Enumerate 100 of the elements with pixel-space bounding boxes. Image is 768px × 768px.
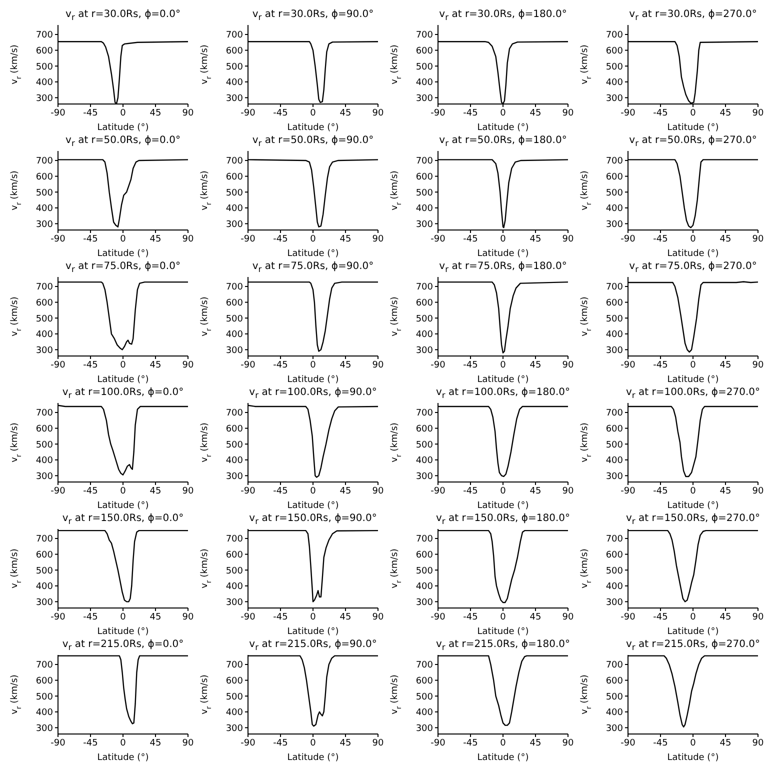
- x-tick-label: -45: [273, 360, 288, 370]
- chart-title: v$_{r}$ at r=100.0Rs, ϕ=90.0°: [248, 386, 378, 400]
- x-tick-label: -45: [463, 108, 478, 118]
- y-tick-label: 500: [226, 188, 244, 198]
- x-tick-label: -90: [240, 108, 256, 118]
- y-tick-label: 700: [416, 30, 434, 41]
- y-tick-label: 700: [606, 156, 624, 167]
- x-tick-label: 90: [372, 360, 384, 370]
- x-tick-label: -90: [430, 360, 446, 370]
- chart-title: v$_{r}$ at r=150.0Rs, ϕ=270.0°: [624, 512, 761, 526]
- y-tick-label: 400: [606, 204, 624, 214]
- x-tick-label: 90: [752, 234, 764, 244]
- x-tick-label: 45: [720, 360, 732, 370]
- x-axis-title: Latitude (°): [477, 375, 529, 385]
- x-tick-label: -45: [83, 108, 98, 118]
- y-tick-label: 700: [226, 156, 244, 167]
- x-axis-title: Latitude (°): [477, 627, 529, 637]
- y-tick-label: 700: [416, 156, 434, 167]
- x-tick-label: 0: [690, 486, 696, 496]
- y-tick-label: 500: [606, 314, 624, 324]
- line-series: [438, 281, 568, 354]
- x-tick-label: 90: [372, 738, 384, 748]
- y-tick-label: 600: [36, 46, 54, 56]
- y-tick-label: 500: [226, 62, 244, 72]
- x-tick-label: 45: [720, 738, 732, 748]
- x-tick-label: 0: [310, 738, 316, 748]
- y-tick-label: 600: [606, 298, 624, 308]
- x-tick-label: 45: [340, 486, 352, 496]
- x-tick-label: -90: [240, 234, 256, 244]
- x-tick-label: 45: [530, 108, 542, 118]
- x-tick-label: 0: [500, 738, 506, 748]
- x-tick-label: 0: [310, 108, 316, 118]
- x-tick-label: 45: [720, 108, 732, 118]
- y-tick-label: 500: [226, 692, 244, 702]
- y-tick-label: 600: [606, 172, 624, 182]
- x-axis-title: Latitude (°): [477, 123, 529, 133]
- y-tick-label: 300: [226, 346, 244, 356]
- y-tick-label: 600: [226, 172, 244, 182]
- y-tick-label: 500: [36, 314, 54, 324]
- y-tick-label: 500: [36, 62, 54, 72]
- y-tick-label: 700: [606, 660, 624, 671]
- x-tick-label: -45: [463, 360, 478, 370]
- y-tick-label: 700: [36, 282, 54, 293]
- x-tick-label: 45: [720, 234, 732, 244]
- x-tick-label: 0: [310, 612, 316, 622]
- x-tick-label: 0: [120, 738, 126, 748]
- y-tick-label: 600: [226, 46, 244, 56]
- x-tick-label: -90: [620, 738, 636, 748]
- x-axis-title: Latitude (°): [97, 501, 149, 511]
- y-tick-label: 600: [226, 550, 244, 560]
- y-tick-label: 300: [606, 220, 624, 230]
- chart-title: v$_{r}$ at r=30.0Rs, ϕ=270.0°: [628, 8, 758, 22]
- x-tick-label: -90: [50, 738, 66, 748]
- chart-title: v$_{r}$ at r=100.0Rs, ϕ=180.0°: [434, 386, 571, 400]
- x-tick-label: 90: [562, 108, 574, 118]
- x-tick-label: 90: [182, 108, 194, 118]
- line-series: [628, 281, 758, 353]
- y-tick-label: 600: [606, 46, 624, 56]
- x-tick-label: 90: [182, 360, 194, 370]
- y-tick-label: 500: [36, 692, 54, 702]
- x-tick-label: -90: [620, 234, 636, 244]
- chart-title: v$_{r}$ at r=215.0Rs, ϕ=180.0°: [434, 638, 571, 652]
- x-tick-label: -45: [653, 738, 668, 748]
- x-tick-label: -90: [620, 612, 636, 622]
- y-tick-label: 600: [606, 550, 624, 560]
- y-tick-label: 500: [416, 188, 434, 198]
- x-tick-label: -45: [273, 486, 288, 496]
- x-tick-label: -90: [50, 108, 66, 118]
- y-tick-label: 300: [226, 598, 244, 608]
- y-tick-label: 700: [226, 282, 244, 293]
- x-axis-title: Latitude (°): [97, 753, 149, 763]
- x-tick-label: 90: [182, 234, 194, 244]
- x-tick-label: 0: [120, 234, 126, 244]
- x-tick-label: 0: [310, 234, 316, 244]
- y-tick-label: 300: [416, 220, 434, 230]
- y-tick-label: 700: [606, 30, 624, 41]
- x-tick-label: 0: [690, 234, 696, 244]
- y-tick-label: 600: [226, 424, 244, 434]
- y-tick-label: 400: [36, 582, 54, 592]
- y-tick-label: 400: [226, 708, 244, 718]
- y-tick-label: 600: [226, 676, 244, 686]
- y-tick-label: 600: [36, 676, 54, 686]
- y-tick-label: 500: [226, 314, 244, 324]
- x-tick-label: -90: [240, 612, 256, 622]
- y-tick-label: 500: [606, 62, 624, 72]
- y-tick-label: 400: [226, 78, 244, 88]
- y-tick-label: 500: [416, 566, 434, 576]
- y-tick-label: 300: [606, 346, 624, 356]
- y-tick-label: 500: [416, 314, 434, 324]
- y-tick-label: 400: [226, 330, 244, 340]
- y-tick-label: 600: [36, 550, 54, 560]
- x-tick-label: -45: [273, 612, 288, 622]
- y-tick-label: 300: [36, 472, 54, 482]
- y-tick-label: 400: [36, 204, 54, 214]
- y-tick-label: 300: [416, 94, 434, 104]
- y-tick-label: 400: [36, 456, 54, 466]
- y-tick-label: 600: [606, 424, 624, 434]
- y-tick-label: 700: [226, 408, 244, 419]
- y-tick-label: 400: [606, 330, 624, 340]
- x-tick-label: 0: [120, 360, 126, 370]
